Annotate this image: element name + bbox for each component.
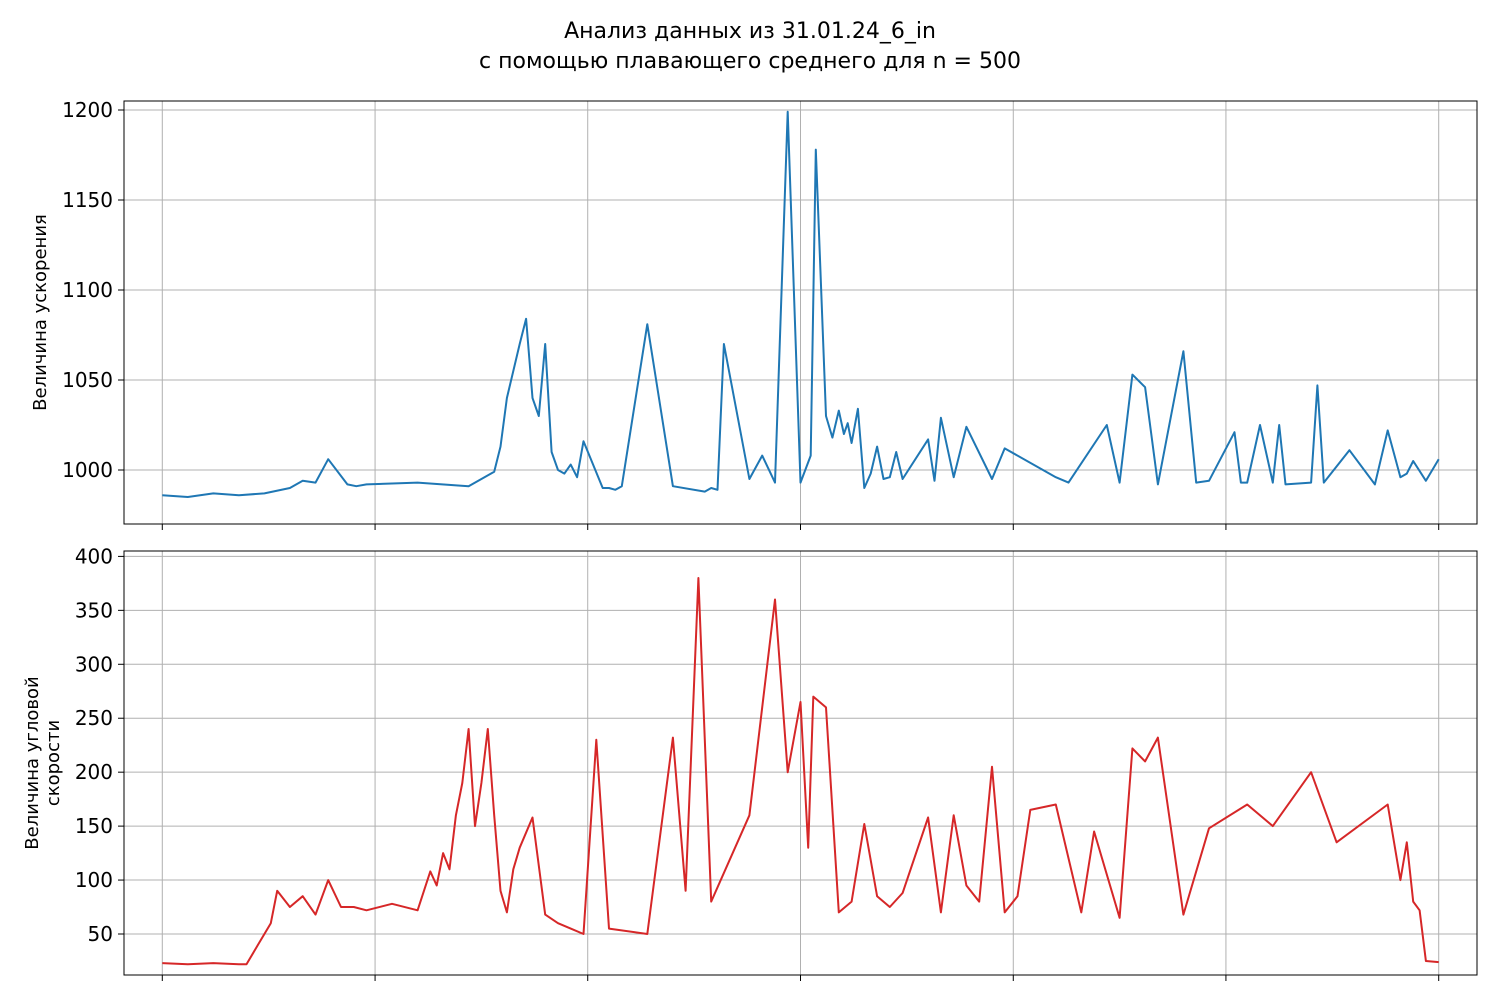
y-tick-label: 50	[88, 922, 113, 946]
y-tick-label: 350	[75, 598, 113, 622]
angular-velocity-series-line	[162, 577, 1439, 966]
y-tick-label: 100	[75, 868, 113, 892]
angular-velocity-panel: 50 100 150 200 250 300 350 400 Величина угловойс…	[22, 544, 1478, 981]
acceleration-panel: 1000 1050 1100 1150 1200 Величина ускорения	[30, 98, 1478, 530]
axes-frame	[123, 100, 1478, 525]
y-tick-label: 300	[75, 652, 113, 676]
y-axis-label: Величина угловойскорости	[22, 676, 64, 849]
y-axis-label: Величина ускорения	[30, 214, 51, 411]
y-tick-label: 1150	[62, 188, 113, 212]
y-tick-label: 1100	[62, 278, 113, 302]
y-tick-label: 1050	[62, 368, 113, 392]
figure-title-line-2: с помощью плавающего среднего для n = 50…	[479, 49, 1021, 74]
y-tick-label: 150	[75, 814, 113, 838]
axes-frame	[123, 550, 1478, 976]
y-tick-label: 200	[75, 760, 113, 784]
acceleration-series-line	[162, 110, 1440, 498]
figure-title-line-1: Анализ данных из 31.01.24_6_in	[564, 19, 936, 44]
y-tick-label: 400	[75, 544, 113, 568]
y-tick-label: 250	[75, 706, 113, 730]
y-tick-label: 1200	[62, 98, 113, 122]
y-tick-label: 1000	[62, 458, 113, 482]
